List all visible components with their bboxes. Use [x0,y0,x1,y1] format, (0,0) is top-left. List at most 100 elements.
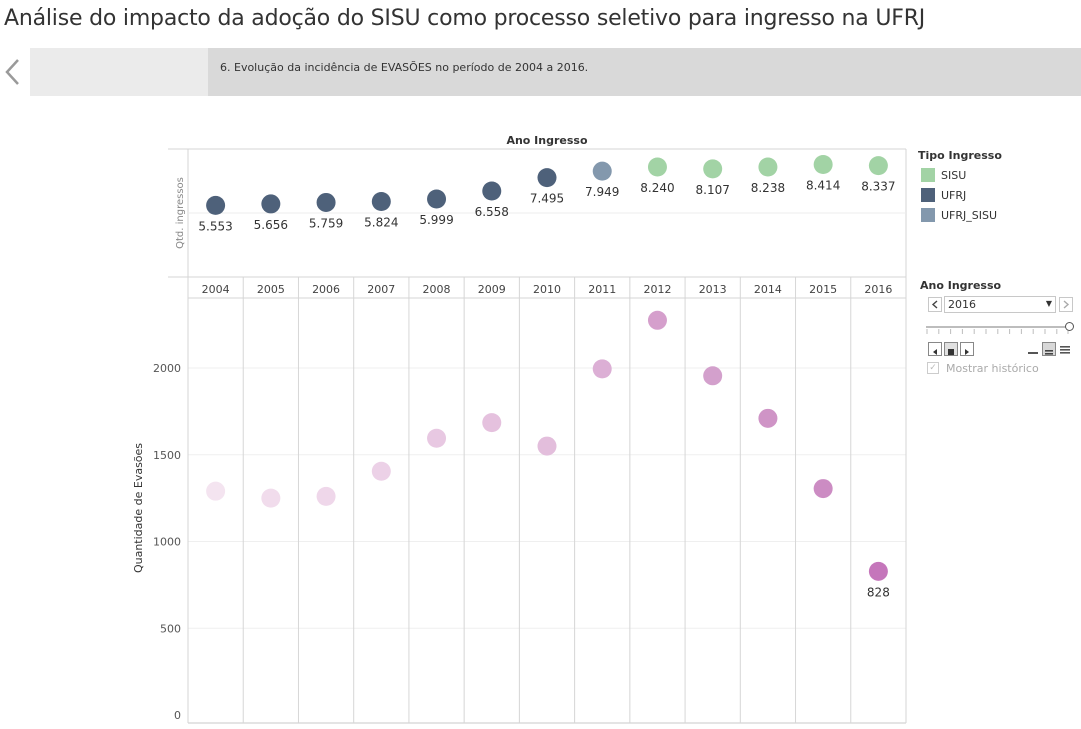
chevron-down-icon: ▼ [1045,299,1052,308]
evasoes-point [537,436,557,456]
y-tick-label: 1000 [153,536,181,549]
speed-medium-button[interactable] [1042,342,1056,356]
evasoes-point [592,359,612,379]
evasoes-point [758,408,778,428]
column-header-year: 2011 [588,283,616,296]
column-header-year: 2015 [809,283,837,296]
year-select-value: 2016 [948,298,976,311]
evasoes-point [261,488,281,508]
column-header-year: 2014 [754,283,782,296]
y-tick-label: 500 [160,622,181,635]
evasoes-point [647,310,667,330]
y-tick-label: 2000 [153,362,181,375]
ingressos-label: 5.553 [198,219,232,233]
play-forward-button[interactable] [960,342,974,356]
ingressos-label: 7.495 [530,192,564,206]
speed-slow-button[interactable] [1026,342,1040,356]
ingressos-point [703,159,723,179]
filter-title: Ano Ingresso [920,279,1002,292]
legend-swatch-sisu [921,168,935,182]
legend-swatch-ufrj [921,188,935,202]
y-tick-label: 1500 [153,449,181,462]
story-caption: 6. Evolução da incidência de EVASÕES no … [220,61,589,74]
legend-swatch-ufrj-sisu [921,208,935,222]
evasoes-chart: Ano Ingresso 0 500 1000 1500 2000 2004 2005 2006… [132,134,907,724]
ingressos-point [537,168,557,188]
ingressos-point [868,156,888,176]
year-slider-ticks [926,329,1069,334]
ingressos-point [647,157,667,177]
filter-prev-button[interactable] [928,297,942,312]
speed-fast-icon [1060,346,1070,354]
play-backward-button[interactable] [928,342,942,356]
ingressos-point [482,181,502,201]
column-header-year: 2005 [257,283,285,296]
ingressos-point [371,192,391,212]
ingressos-point [261,194,281,214]
column-header-year: 2004 [202,283,230,296]
ingressos-label: 6.558 [475,205,509,219]
ingressos-label: 8.337 [861,180,895,194]
chevron-right-icon [1063,300,1070,309]
play-backward-icon [933,349,937,355]
y-tick-label: 0 [174,709,181,722]
speed-medium-icon [1045,350,1053,355]
speed-slow-icon [1028,352,1038,354]
ingressos-point [813,155,833,175]
story-point-previous[interactable] [30,48,208,96]
ingressos-label: 8.107 [696,183,730,197]
stop-icon [948,349,954,355]
ingressos-point [427,189,447,209]
evasoes-point [316,486,336,506]
column-header-year: 2007 [367,283,395,296]
year-slider-thumb[interactable] [1065,322,1074,331]
ingressos-label: 5.824 [364,216,398,230]
stop-button[interactable] [944,342,958,356]
column-header-year: 2010 [533,283,561,296]
dashboard-title: Análise do impacto da adoção do SISU com… [4,6,926,31]
evasoes-point [206,481,226,501]
column-header-year: 2006 [312,283,340,296]
story-point-current[interactable]: 6. Evolução da incidência de EVASÕES no … [210,48,1081,96]
back-arrow-icon[interactable] [0,48,28,96]
ingressos-label: 7.949 [585,185,619,199]
ingressos-label: 8.414 [806,179,840,193]
bottom-y-axis-title: Quantidade de Evasões [132,443,145,573]
evasoes-point [868,561,888,581]
evasoes-point [427,428,447,448]
column-header-year: 2016 [864,283,892,296]
year-select[interactable]: 2016 ▼ [944,296,1056,313]
ingressos-point [206,195,226,215]
ingressos-label: 5.999 [419,213,453,227]
story-navigator: 6. Evolução da incidência de EVASÕES no … [30,48,1081,96]
evasoes-point [703,366,723,386]
year-slider-track[interactable] [926,326,1069,328]
chevron-left-icon [931,300,938,309]
ingressos-label: 5.759 [309,216,343,230]
legend-label: SISU [941,169,967,182]
evasoes-point [371,461,391,481]
column-header-year: 2012 [643,283,671,296]
ingressos-label: 8.238 [751,181,785,195]
checkbox-checked-icon: ✓ [927,362,939,374]
speed-fast-button[interactable] [1058,342,1072,356]
filter-next-button[interactable] [1059,297,1073,312]
evasoes-point [813,479,833,499]
ingressos-point [316,192,336,212]
ingressos-point [592,161,612,181]
column-header-year: 2013 [699,283,727,296]
legend-label: UFRJ_SISU [941,209,998,222]
play-forward-icon [965,349,969,355]
ingressos-point [758,157,778,177]
ingressos-label: 8.240 [640,181,674,195]
legend-title: Tipo Ingresso [918,149,1002,162]
column-header-year: 2008 [423,283,451,296]
evasoes-label: 828 [867,585,890,599]
show-history-label: Mostrar histórico [946,362,1039,375]
legend-label: UFRJ [941,189,967,202]
top-y-axis-title: Qtd. ingressos [175,177,186,249]
column-header-year: 2009 [478,283,506,296]
evasoes-point [482,413,502,433]
column-header-title: Ano Ingresso [506,134,588,147]
ingressos-label: 5.656 [254,218,288,232]
